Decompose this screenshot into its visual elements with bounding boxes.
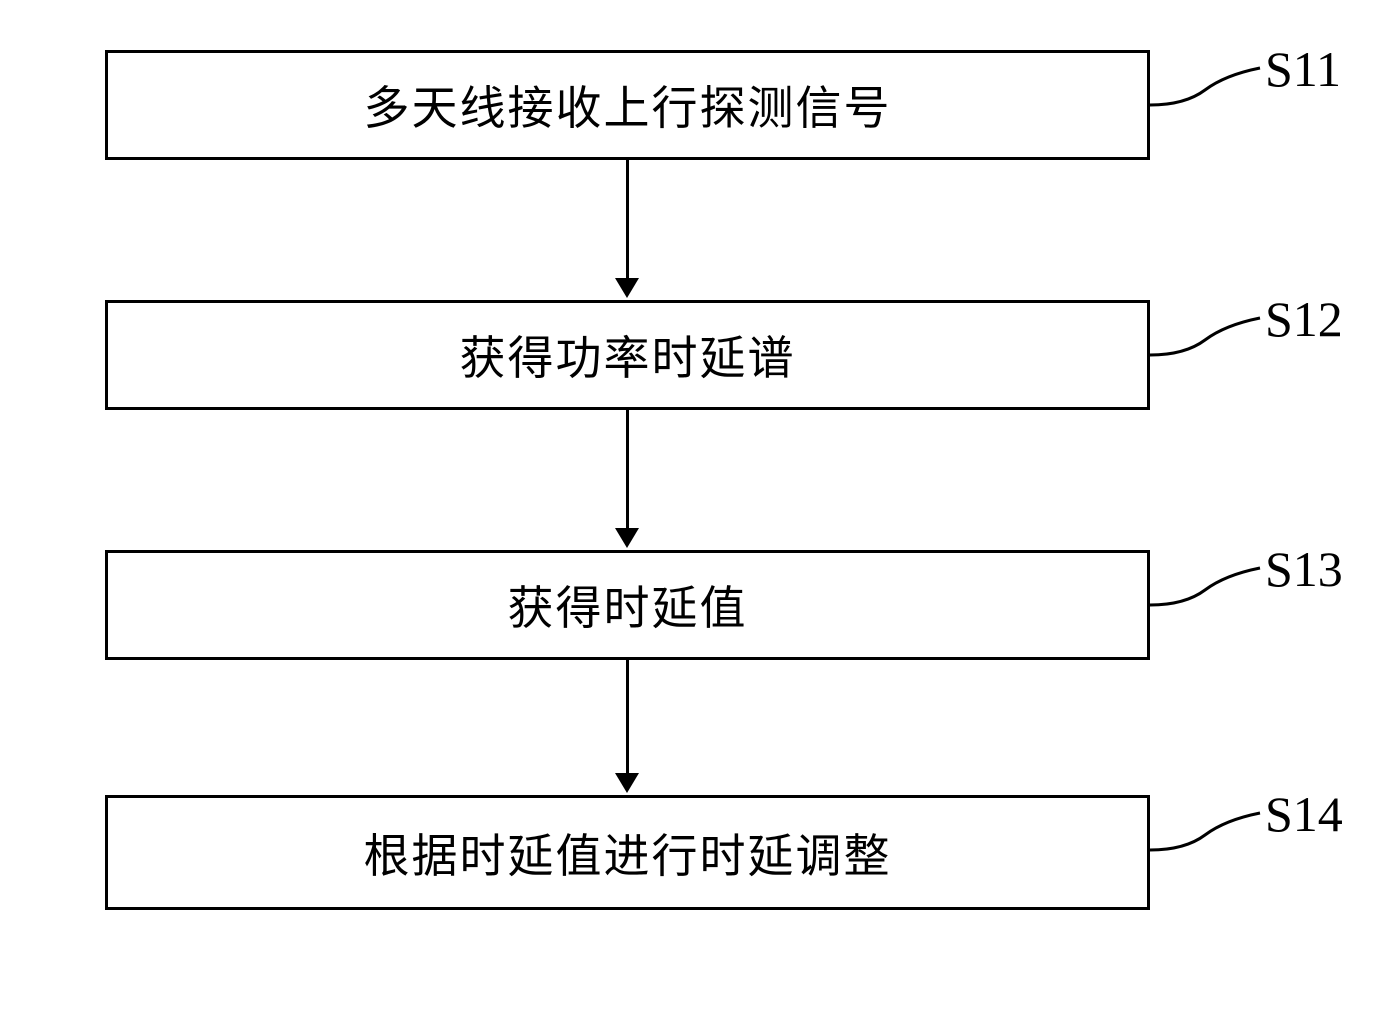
arrow-s12-s13 [615,528,639,548]
label-curve-s11 [1145,60,1270,120]
step-text-s13: 获得时延值 [508,572,748,638]
step-label-s13: S13 [1265,540,1343,598]
connector-s11-s12 [626,160,629,280]
label-curve-s12 [1145,310,1270,370]
step-box-s14: 根据时延值进行时延调整 [105,795,1150,910]
step-box-s11: 多天线接收上行探测信号 [105,50,1150,160]
step-label-s12: S12 [1265,290,1343,348]
connector-s12-s13 [626,410,629,530]
step-text-s12: 获得功率时延谱 [460,322,796,388]
step-box-s12: 获得功率时延谱 [105,300,1150,410]
step-label-s14: S14 [1265,785,1343,843]
step-box-s13: 获得时延值 [105,550,1150,660]
label-curve-s14 [1145,805,1270,865]
step-text-s11: 多天线接收上行探测信号 [364,72,892,138]
label-curve-s13 [1145,560,1270,620]
step-label-s11: S11 [1265,40,1341,98]
arrow-s13-s14 [615,773,639,793]
connector-s13-s14 [626,660,629,775]
arrow-s11-s12 [615,278,639,298]
step-text-s14: 根据时延值进行时延调整 [364,820,892,886]
